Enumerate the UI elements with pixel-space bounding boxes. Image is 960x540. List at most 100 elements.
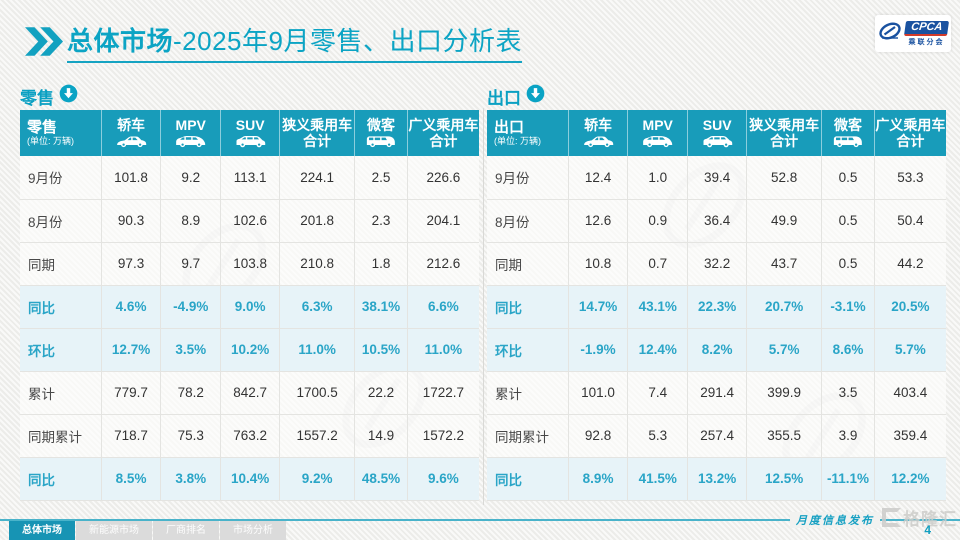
column-header-total: 广义乘用车 合计 — [874, 110, 946, 156]
cell-value: 14.9 — [354, 414, 408, 458]
export-section-label: 出口 — [487, 88, 521, 108]
cell-value: 22.3% — [687, 285, 748, 329]
cell-value: 12.5% — [746, 457, 823, 501]
cell-value: 5.7% — [746, 328, 823, 372]
row-label: 9月份 — [20, 156, 102, 200]
row-label: 同期累计 — [20, 414, 102, 458]
cell-value: 1.8 — [354, 242, 408, 286]
footer-tab-0[interactable]: 总体市场 — [9, 521, 75, 540]
cell-value: 53.3 — [874, 156, 946, 200]
cell-value: 224.1 — [279, 156, 356, 200]
row-label: 9月份 — [487, 156, 569, 200]
cell-value: 355.5 — [746, 414, 823, 458]
cell-value: 12.6 — [568, 199, 629, 243]
cell-value: 9.7 — [160, 242, 222, 286]
footer-tab-3[interactable]: 市场分析 — [220, 521, 286, 540]
retail-section-label: 零售 — [20, 88, 54, 108]
export-row-9月份: 9月份 12.4 1.0 39.4 52.8 0.5 53.3 — [487, 156, 946, 200]
cell-value: 101.8 — [101, 156, 162, 200]
export-row-累计: 累计 101.0 7.4 291.4 399.9 3.5 403.4 — [487, 371, 946, 415]
cell-value: 36.4 — [687, 199, 748, 243]
export-row-同期: 同期 10.8 0.7 32.2 43.7 0.5 44.2 — [487, 242, 946, 286]
retail-header-title-cell: 零售 (单位: 万辆) — [20, 110, 102, 156]
cell-value: -1.9% — [568, 328, 629, 372]
row-label: 累计 — [487, 371, 569, 415]
cell-value: -11.1% — [821, 457, 875, 501]
export-table-section: 出口 出口 (单位: 万辆) 轿车 MPV SUV 狭义乘用车 合计 微客 广义乘用车 合计 9月份… — [487, 84, 946, 501]
mpv-icon — [161, 134, 220, 149]
cell-value: 3.5 — [821, 371, 875, 415]
cell-value: 291.4 — [687, 371, 748, 415]
cell-value: 22.2 — [354, 371, 408, 415]
footer-tab-bar: 总体市场 新能源市场 厂商排名 市场分析 — [9, 521, 286, 540]
cell-value: 12.4% — [627, 328, 689, 372]
row-label: 同比 — [487, 457, 569, 501]
cell-value: 9.0% — [220, 285, 281, 329]
cell-value: 9.2% — [279, 457, 356, 501]
row-label: 同期 — [487, 242, 569, 286]
footer-tab-2[interactable]: 厂商排名 — [153, 521, 219, 540]
cell-value: 0.9 — [627, 199, 689, 243]
cell-value: 3.9 — [821, 414, 875, 458]
cell-value: 1557.2 — [279, 414, 356, 458]
retail-row-同期累计: 同期累计 718.7 75.3 763.2 1557.2 14.9 1572.2 — [20, 414, 479, 458]
cell-value: 101.0 — [568, 371, 629, 415]
cell-value: 10.8 — [568, 242, 629, 286]
cell-value: 52.8 — [746, 156, 823, 200]
retail-row-同比: 同比 4.6% -4.9% 9.0% 6.3% 38.1% 6.6% — [20, 285, 479, 329]
cell-value: 113.1 — [220, 156, 281, 200]
cell-value: 3.5% — [160, 328, 222, 372]
cell-value: 0.5 — [821, 242, 875, 286]
cell-value: 43.1% — [627, 285, 689, 329]
page-number: 4 — [924, 523, 931, 537]
row-label: 累计 — [20, 371, 102, 415]
cell-value: 10.4% — [220, 457, 281, 501]
sedan-icon — [569, 134, 628, 149]
cell-value: 779.7 — [101, 371, 162, 415]
cell-value: 5.3 — [627, 414, 689, 458]
cpca-logo-subtext: 乘联分会 — [908, 38, 945, 46]
cell-value: 2.5 — [354, 156, 408, 200]
retail-row-同期: 同期 97.3 9.7 103.8 210.8 1.8 212.6 — [20, 242, 479, 286]
export-header-title-cell: 出口 (单位: 万辆) — [487, 110, 569, 156]
cell-value: 0.5 — [821, 199, 875, 243]
row-label: 8月份 — [487, 199, 569, 243]
microvan-icon — [355, 134, 407, 149]
down-arrow-circle-icon — [526, 84, 545, 108]
cell-value: 5.7% — [874, 328, 946, 372]
cell-value: 6.3% — [279, 285, 356, 329]
cell-value: 8.6% — [821, 328, 875, 372]
page-title-rest: -2025年9月零售、出口分析表 — [173, 26, 522, 56]
retail-table-section: 零售 零售 (单位: 万辆) 轿车 MPV SUV 狭义乘用车 合计 微客 广义乘用车 合计 9月份… — [20, 84, 479, 501]
column-header-total: 狭义乘用车 合计 — [279, 110, 356, 156]
cell-value: 1722.7 — [407, 371, 479, 415]
retail-row-环比: 环比 12.7% 3.5% 10.2% 11.0% 10.5% 11.0% — [20, 328, 479, 372]
export-row-同比: 同比 14.7% 43.1% 22.3% 20.7% -3.1% 20.5% — [487, 285, 946, 329]
cell-value: 212.6 — [407, 242, 479, 286]
cell-value: 103.8 — [220, 242, 281, 286]
gelonghui-logo-icon — [882, 508, 901, 527]
cell-value: 201.8 — [279, 199, 356, 243]
cell-value: 8.2% — [687, 328, 748, 372]
cell-value: 12.2% — [874, 457, 946, 501]
row-label: 同比 — [487, 285, 569, 329]
row-label: 同期 — [20, 242, 102, 286]
cell-value: 2.3 — [354, 199, 408, 243]
cell-value: 9.6% — [407, 457, 479, 501]
cell-value: 399.9 — [746, 371, 823, 415]
cell-value: 4.6% — [101, 285, 162, 329]
export-row-同期累计: 同期累计 92.8 5.3 257.4 355.5 3.9 359.4 — [487, 414, 946, 458]
cell-value: 7.4 — [627, 371, 689, 415]
gelonghui-watermark: 格隆汇 — [882, 505, 957, 530]
footer-tab-1[interactable]: 新能源市场 — [76, 521, 152, 540]
cell-value: 39.4 — [687, 156, 748, 200]
export-row-环比: 环比 -1.9% 12.4% 8.2% 5.7% 8.6% 5.7% — [487, 328, 946, 372]
gelonghui-logo-text: 格隆汇 — [903, 510, 957, 529]
cell-value: 20.5% — [874, 285, 946, 329]
cell-value: 48.5% — [354, 457, 408, 501]
cell-value: 13.2% — [687, 457, 748, 501]
cell-value: 6.6% — [407, 285, 479, 329]
cpca-logo: CPCA 乘联分会 — [875, 15, 951, 52]
cell-value: 90.3 — [101, 199, 162, 243]
cell-value: 0.5 — [821, 156, 875, 200]
